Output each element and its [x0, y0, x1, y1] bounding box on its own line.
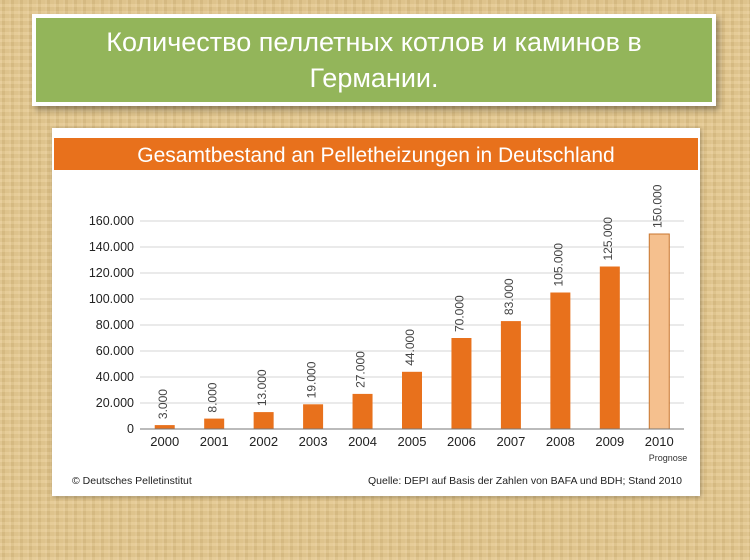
value-label: 44.000 — [403, 329, 417, 366]
x-tick-label: 2007 — [496, 434, 525, 449]
y-tick-label: 160.000 — [89, 214, 134, 228]
bar — [599, 266, 620, 429]
chart-panel: Gesamtbestand an Pelletheizungen in Deut… — [52, 128, 700, 496]
y-tick-label: 100.000 — [89, 292, 134, 306]
y-tick-label: 120.000 — [89, 266, 134, 280]
y-tick-label: 20.000 — [96, 396, 134, 410]
value-label: 105.000 — [552, 243, 566, 287]
bar-chart: Gesamtbestand an Pelletheizungen in Deut… — [54, 138, 698, 487]
chart-header-bar — [54, 138, 698, 170]
x-tick-label: 2000 — [150, 434, 179, 449]
bar — [550, 292, 571, 429]
bar — [154, 425, 175, 429]
bar — [253, 412, 274, 429]
y-axis-ticks: 0 20.000 40.000 60.000 80.000 100.000 120.000 1… — [89, 214, 134, 436]
x-tick-label: 2001 — [200, 434, 229, 449]
value-label: 8.000 — [205, 382, 219, 412]
value-label: 83.000 — [502, 278, 516, 315]
x-tick-label: 2008 — [546, 434, 575, 449]
bar — [451, 338, 472, 429]
slide-title-box: Количество пеллетных котлов и каминов в … — [32, 14, 716, 106]
slide-title: Количество пеллетных котлов и каминов в … — [106, 27, 642, 93]
x-tick-label: 2002 — [249, 434, 278, 449]
copyright-note: © Deutsches Pelletinstitut — [72, 475, 192, 487]
y-tick-label: 60.000 — [96, 344, 134, 358]
chart-title: Gesamtbestand an Pelletheizungen in Deut… — [137, 144, 614, 167]
x-tick-label: 2010 — [645, 434, 674, 449]
bar — [303, 404, 324, 429]
y-tick-label: 0 — [127, 422, 134, 436]
x-axis-ticks: 2000 2001 2002 2003 2004 2005 2006 2007 2008 2009… — [150, 434, 673, 449]
x-tick-label: 2006 — [447, 434, 476, 449]
y-tick-label: 40.000 — [96, 370, 134, 384]
bar — [352, 393, 373, 429]
x-tick-label: 2003 — [299, 434, 328, 449]
value-label: 3.000 — [156, 389, 170, 419]
source-note: Quelle: DEPI auf Basis der Zahlen von BA… — [368, 475, 682, 487]
value-label: 19.000 — [304, 361, 318, 398]
value-label: 150.000 — [650, 184, 664, 228]
value-label: 13.000 — [255, 369, 269, 406]
y-tick-label: 140.000 — [89, 240, 134, 254]
y-tick-label: 80.000 — [96, 318, 134, 332]
x-tick-label: 2004 — [348, 434, 377, 449]
value-label: 27.000 — [354, 351, 368, 388]
bar — [500, 321, 521, 429]
value-labels: 3.000 8.000 13.000 19.000 27.000 44.000 70.000… — [156, 184, 665, 419]
bars — [154, 233, 670, 430]
bar — [648, 233, 670, 430]
x-tick-label: 2005 — [398, 434, 427, 449]
value-label: 70.000 — [453, 295, 467, 332]
value-label: 125.000 — [601, 217, 615, 261]
bar — [402, 371, 422, 429]
forecast-label: Prognose — [649, 453, 688, 463]
x-tick-label: 2009 — [595, 434, 624, 449]
bar — [204, 418, 225, 429]
